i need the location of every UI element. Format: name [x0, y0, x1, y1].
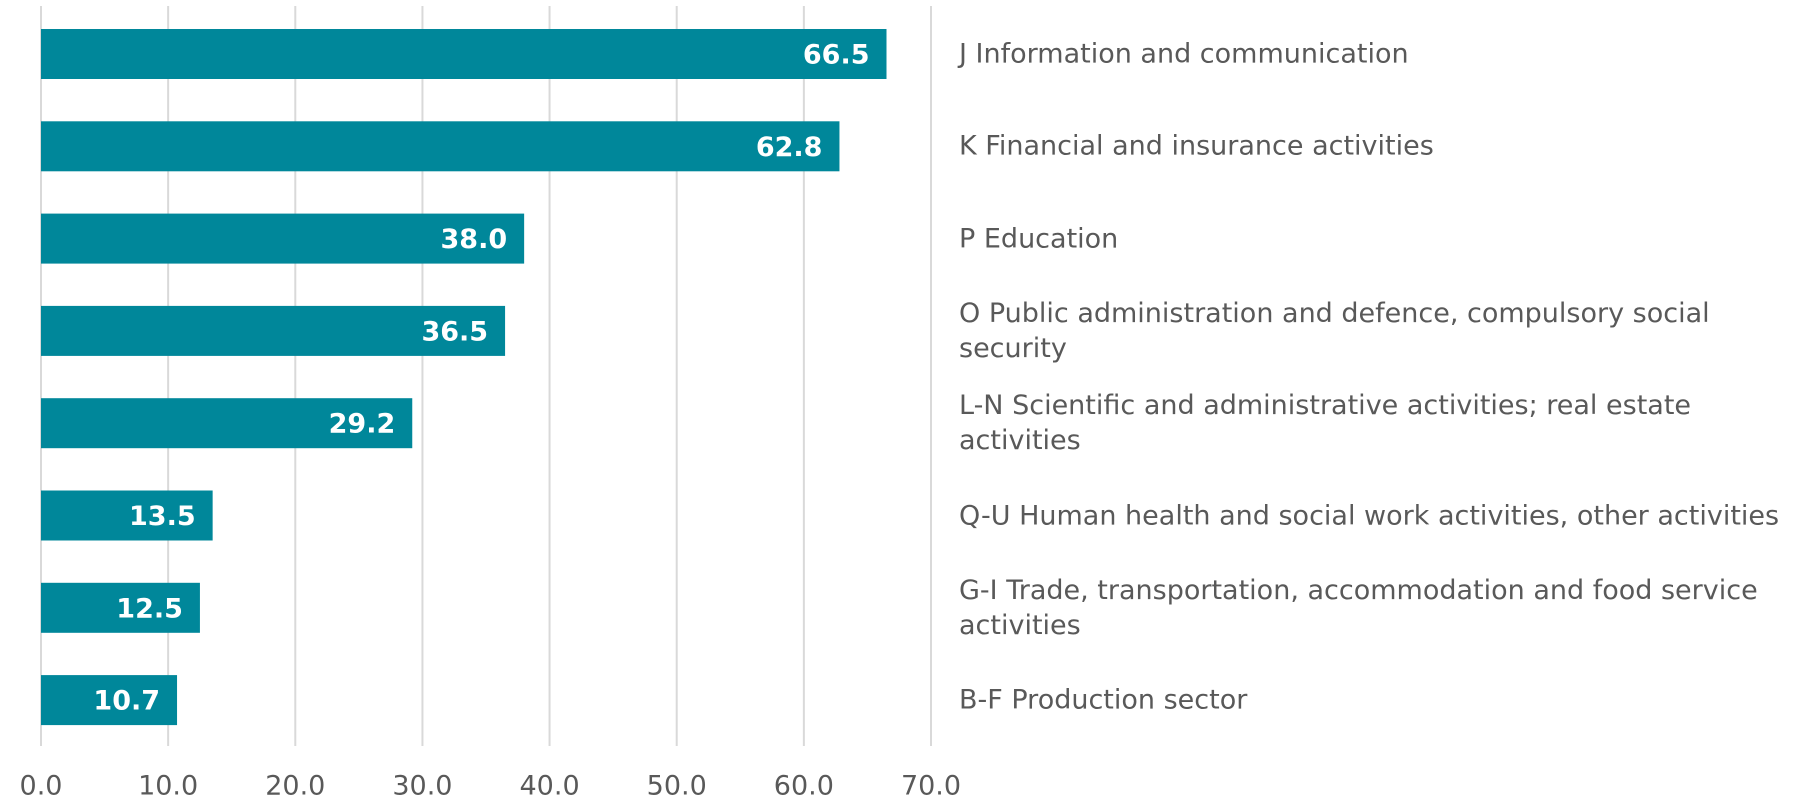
category-label: Q-U Human health and social work activit… [959, 500, 1780, 531]
x-tick-label: 70.0 [901, 771, 961, 800]
value-label: 66.5 [803, 40, 870, 71]
value-label: 10.7 [93, 686, 160, 717]
category-label: K Financial and insurance activities [959, 130, 1434, 162]
value-label: 38.0 [441, 224, 508, 255]
category-label: B-F Production sector [959, 684, 1248, 716]
category-label: L-N Scientific and administrative activi… [959, 390, 1692, 457]
bar [41, 398, 413, 449]
bar [41, 305, 506, 356]
value-label: 29.2 [329, 409, 396, 440]
category-label: P Education [959, 223, 1119, 255]
category-label: J Information and communication [959, 38, 1409, 70]
x-tick-label: 40.0 [520, 771, 580, 800]
bar [41, 29, 887, 79]
x-tick-label: 60.0 [774, 771, 834, 800]
x-tick-label: 10.0 [138, 771, 198, 800]
bar [41, 582, 200, 633]
bar [41, 121, 840, 172]
bar [41, 490, 213, 541]
x-tick-label: 0.0 [20, 771, 63, 800]
x-tick-label: 20.0 [265, 771, 325, 800]
bar [41, 675, 178, 726]
x-tick-label: 50.0 [647, 771, 707, 800]
value-label: 36.5 [421, 316, 488, 347]
x-tick-label: 30.0 [392, 771, 452, 800]
value-label: 12.5 [116, 593, 183, 624]
category-label: G-I Trade, transportation, accommodation… [959, 574, 1758, 641]
value-label: 62.8 [756, 132, 823, 163]
value-label: 13.5 [129, 501, 196, 532]
category-label: O Public administration and defence, com… [959, 297, 1710, 364]
bar [41, 213, 525, 264]
